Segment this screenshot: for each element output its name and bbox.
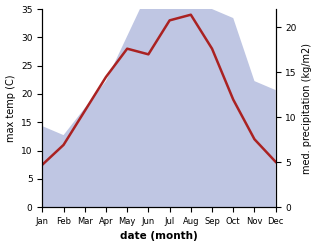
Y-axis label: med. precipitation (kg/m2): med. precipitation (kg/m2) — [302, 43, 313, 174]
X-axis label: date (month): date (month) — [120, 231, 198, 242]
Y-axis label: max temp (C): max temp (C) — [5, 74, 16, 142]
